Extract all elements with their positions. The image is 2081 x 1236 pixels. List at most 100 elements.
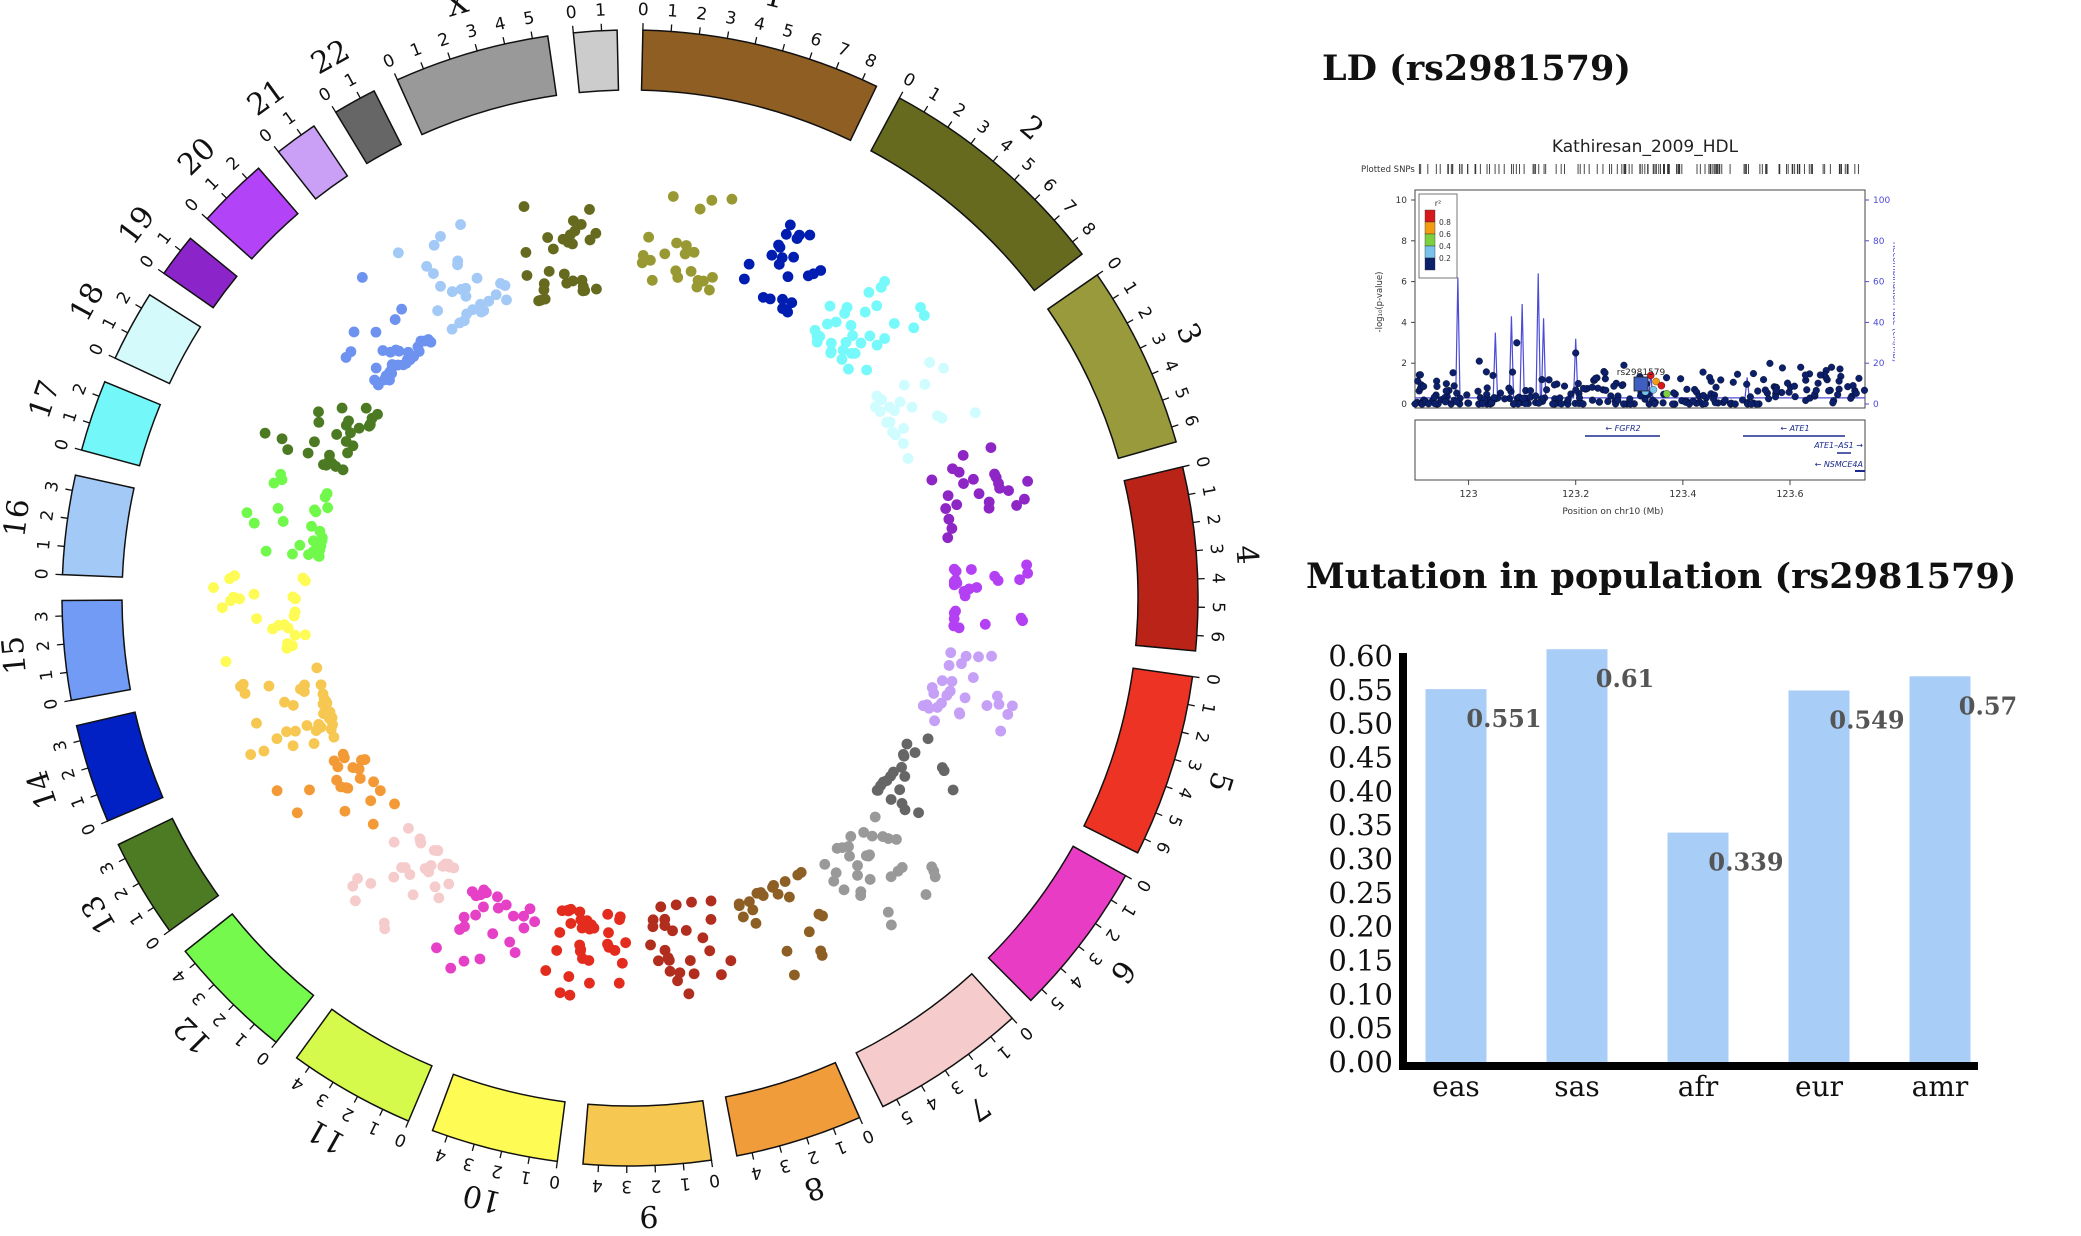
- circos-point: [782, 306, 794, 318]
- chromosome-tick: [710, 1160, 714, 1168]
- chromosome-tick-label: 1: [1197, 701, 1219, 715]
- ld-snp-point: [1601, 369, 1609, 377]
- chromosome-tick: [100, 820, 108, 825]
- chromosome-tick: [82, 420, 90, 424]
- chromosome-tick: [898, 91, 904, 99]
- circos-point: [672, 272, 684, 283]
- circos-point: [251, 613, 263, 625]
- circos-point: [460, 282, 472, 294]
- gene-nsmce4a: ← NSMCE4A: [1815, 460, 1863, 469]
- circos-point: [917, 700, 929, 712]
- circos-point: [888, 766, 899, 778]
- circos-point: [825, 347, 837, 359]
- chromosome-tick-label: 4: [493, 14, 508, 36]
- bar-value-label-eas: 0.551: [1466, 704, 1541, 733]
- recombination-rate-line: [1415, 273, 1865, 399]
- ld-snp-point: [1602, 386, 1610, 394]
- ld-snp-point: [1717, 376, 1725, 384]
- circos-point: [902, 453, 914, 464]
- ld-x-axis: 123 123.2 123.4 123.6: [1460, 480, 1804, 500]
- chromosome-tick-label: 2: [490, 1160, 505, 1182]
- circos-point: [969, 407, 981, 419]
- ld-snp-point: [1463, 391, 1471, 399]
- chromosome-band-7: [855, 972, 1014, 1108]
- circos-point: [574, 939, 586, 951]
- bar-category-eas: eas: [1432, 1070, 1480, 1103]
- ld-snp-point: [1453, 389, 1461, 397]
- circos-point: [936, 675, 948, 687]
- chromosome-tick-label: 1: [59, 409, 81, 425]
- circos-point: [706, 194, 718, 206]
- circos-point: [271, 785, 283, 797]
- bar-category-amr: amr: [1912, 1070, 1969, 1103]
- circos-point: [664, 965, 676, 977]
- circos-point: [898, 379, 910, 391]
- chromosome-tick: [92, 393, 100, 397]
- chromosome-tick-label: 0: [859, 1125, 877, 1148]
- ld-y2-tick-label: 100: [1873, 196, 1890, 206]
- circos-point: [299, 679, 310, 691]
- circos-point: [220, 656, 232, 667]
- chromosome-tick-label: 1: [925, 84, 945, 107]
- chromosome-tick: [273, 145, 280, 153]
- circos-point: [705, 895, 717, 907]
- circos-point: [388, 871, 400, 883]
- chromosome-tick: [947, 121, 953, 128]
- circos-point: [659, 248, 671, 260]
- circos-point: [345, 346, 357, 358]
- chromosome-band-20: [206, 167, 299, 260]
- ld-snp-point: [1620, 400, 1628, 408]
- ld-snp-point: [1766, 359, 1774, 367]
- circos-point: [646, 274, 658, 286]
- bar-y-tick-label: 0.00: [1328, 1045, 1393, 1079]
- circos-point: [392, 247, 404, 259]
- circos-point: [951, 499, 963, 511]
- circos-point: [940, 503, 952, 514]
- ld-snp-point: [1579, 400, 1587, 408]
- ld-snp-point: [1618, 381, 1626, 390]
- ld-snp-point: [1662, 374, 1671, 382]
- chromosome-tick: [1155, 812, 1163, 817]
- ld-y2-tick-label: 20: [1873, 359, 1885, 369]
- circos-point: [245, 749, 257, 760]
- ld-snp-point: [1814, 379, 1822, 387]
- ld-snp-point: [1847, 394, 1855, 402]
- circos-point: [470, 909, 482, 921]
- chromosome-tick: [174, 245, 182, 252]
- circos-point: [407, 889, 419, 901]
- chromosome-tick-label: 6: [1151, 838, 1174, 856]
- circos-point: [343, 415, 354, 427]
- circos-point: [863, 286, 875, 298]
- chromosome-tick: [60, 516, 68, 519]
- circos-point: [885, 919, 897, 931]
- chromosome-tick: [832, 1128, 837, 1136]
- circos-point: [836, 353, 848, 365]
- circos-point: [271, 733, 283, 745]
- chromosome-tick: [1144, 838, 1152, 843]
- ld-snp-point: [1701, 400, 1709, 408]
- chromosome-band-4: [1123, 465, 1199, 652]
- bar-eur: [1788, 690, 1850, 1062]
- circos-point: [554, 987, 566, 999]
- circos-point: [967, 672, 979, 683]
- chromosome-tick: [944, 1070, 950, 1077]
- chromosome-tick: [1187, 703, 1195, 707]
- circos-point: [852, 860, 863, 871]
- chromosome-tick-label: 2: [1202, 513, 1223, 526]
- ld-snp-point: [1706, 373, 1714, 382]
- circos-point: [551, 945, 563, 956]
- chromosome-tick: [1095, 923, 1102, 929]
- chromosome-tick-label: 0: [548, 1171, 561, 1192]
- ld-plot-title: Kathiresan_2009_HDL: [1552, 137, 1739, 157]
- circos-point: [942, 490, 954, 502]
- ld-snp-point: [1572, 349, 1580, 357]
- chromosome-tick-label: 1: [126, 908, 149, 928]
- circos-point: [432, 845, 443, 857]
- circos-point: [577, 285, 589, 297]
- chromosome-tick: [420, 62, 425, 70]
- ld-y2-tick-label: 40: [1873, 318, 1885, 328]
- circos-point: [906, 401, 918, 413]
- chromosome-tick-label: 3: [188, 987, 210, 1009]
- chromosome-tick-label: 2: [34, 640, 55, 652]
- chromosome-tick-label: 1: [993, 1041, 1014, 1063]
